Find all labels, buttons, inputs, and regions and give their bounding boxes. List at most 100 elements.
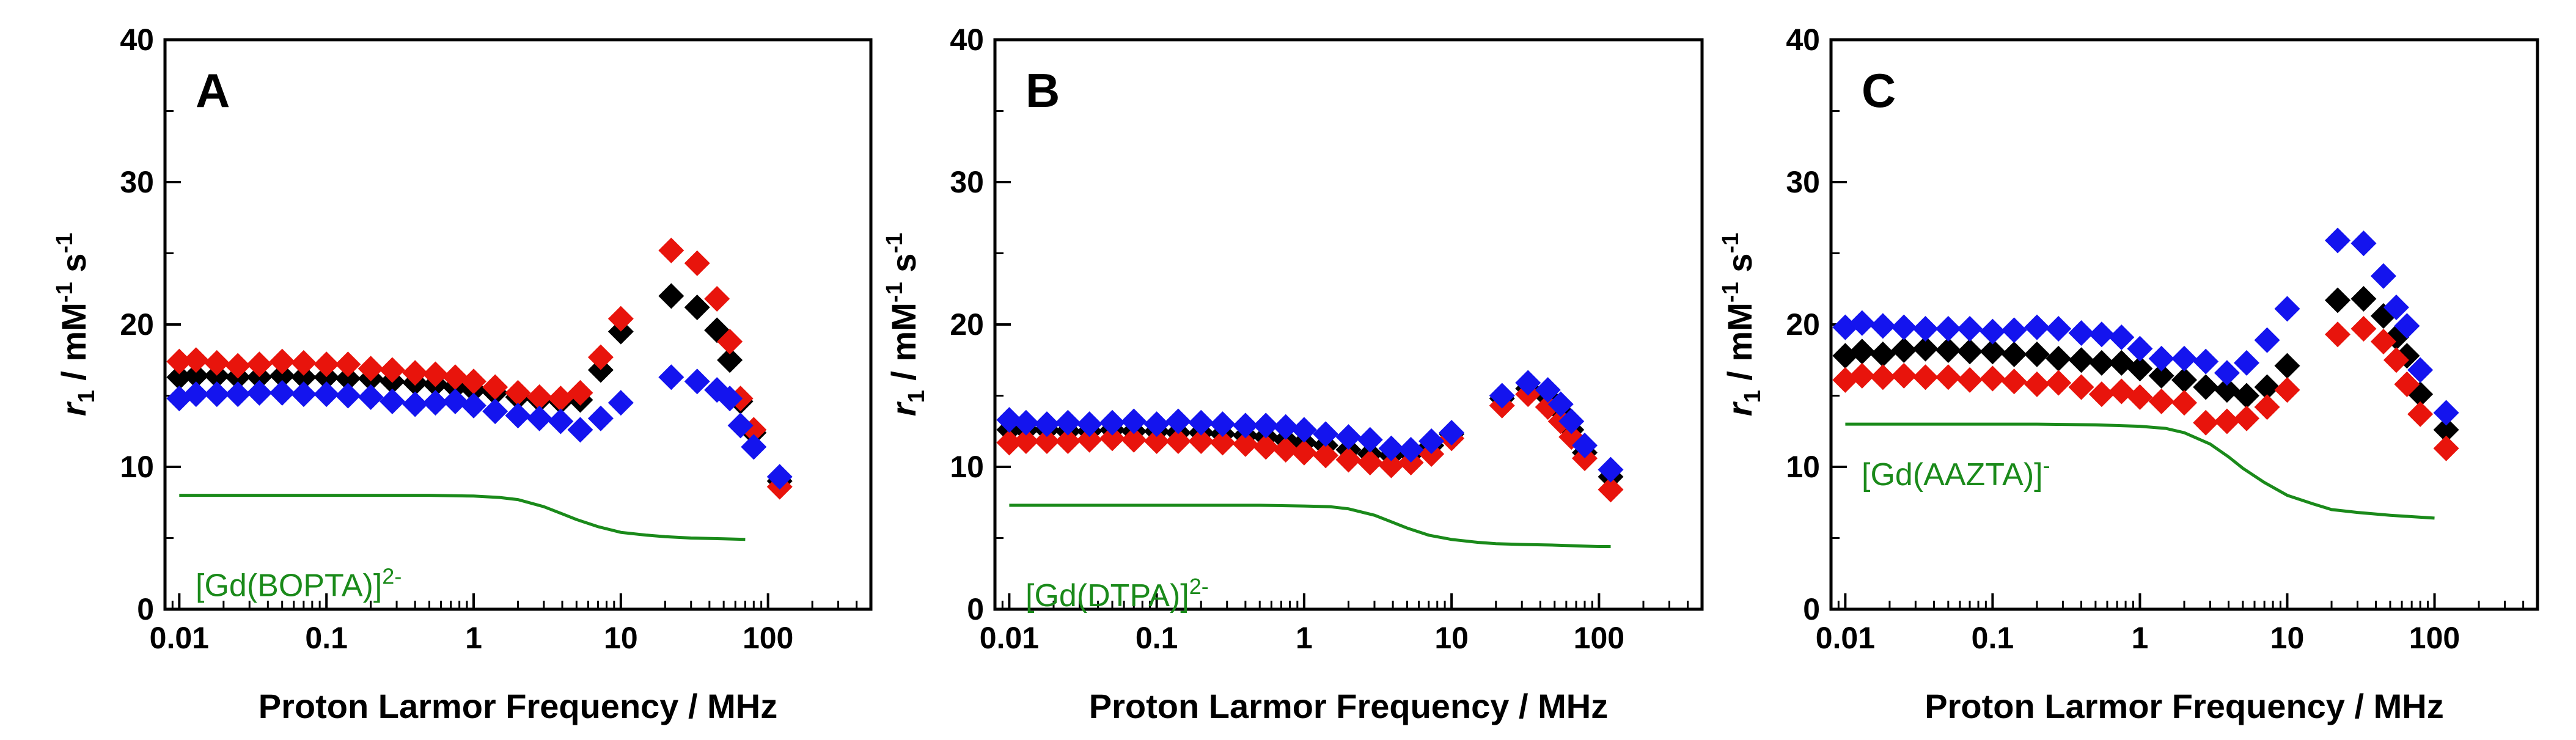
data-point bbox=[2024, 371, 2050, 397]
data-point bbox=[379, 357, 405, 383]
data-point bbox=[1598, 456, 1624, 483]
data-point bbox=[482, 398, 508, 425]
x-axis-label: Proton Larmor Frequency / MHz bbox=[1089, 687, 1608, 725]
data-point bbox=[2088, 350, 2115, 376]
data-point bbox=[1598, 477, 1624, 503]
data-point bbox=[1849, 362, 1875, 389]
data-point bbox=[1272, 437, 1299, 463]
data-point bbox=[1547, 391, 1574, 417]
data-point bbox=[1099, 425, 1126, 452]
data-point bbox=[422, 390, 449, 416]
data-point bbox=[2148, 362, 2174, 389]
data-point bbox=[2068, 320, 2094, 346]
series-1 bbox=[166, 237, 793, 500]
data-point bbox=[996, 430, 1022, 456]
x-tick-label: 1 bbox=[465, 621, 482, 655]
data-point bbox=[2046, 345, 2072, 372]
data-point bbox=[1253, 412, 1279, 439]
x-tick-label: 100 bbox=[1574, 621, 1624, 655]
plot-frame bbox=[993, 38, 1704, 611]
data-point bbox=[1870, 341, 1896, 367]
data-point bbox=[2088, 321, 2115, 348]
data-point bbox=[2148, 345, 2174, 372]
data-point bbox=[2127, 335, 2153, 362]
y-tick-label: 20 bbox=[950, 307, 984, 342]
data-point bbox=[2370, 303, 2396, 329]
y-tick-label: 0 bbox=[1803, 592, 1820, 626]
y-axis-label-part: -1 bbox=[52, 282, 78, 302]
data-point bbox=[1033, 411, 1060, 438]
data-point bbox=[269, 362, 295, 389]
data-point bbox=[204, 381, 230, 408]
data-point bbox=[1980, 365, 2006, 392]
data-point bbox=[1076, 411, 1103, 438]
data-point bbox=[2193, 374, 2219, 400]
data-point bbox=[2433, 400, 2459, 426]
data-point bbox=[2193, 409, 2219, 436]
data-point bbox=[1980, 339, 2006, 365]
data-point bbox=[2127, 356, 2153, 382]
data-point bbox=[422, 361, 449, 387]
data-point bbox=[2350, 286, 2377, 312]
data-point bbox=[225, 381, 251, 408]
y-axis-label-part: -1 bbox=[1718, 233, 1744, 254]
data-point bbox=[2394, 313, 2420, 339]
data-point bbox=[587, 405, 614, 431]
data-point bbox=[2350, 315, 2377, 342]
data-point bbox=[2046, 315, 2072, 342]
data-point bbox=[2325, 321, 2351, 348]
data-point bbox=[2383, 295, 2409, 321]
data-point bbox=[482, 374, 508, 400]
data-point bbox=[1209, 430, 1236, 456]
data-point bbox=[2148, 388, 2174, 414]
data-point bbox=[548, 386, 574, 412]
data-point bbox=[2254, 394, 2280, 420]
panel-c: 0 10 20 30 40 0.01 0.1 1 10 100 Proton Larmor Freq… bbox=[1718, 23, 2539, 725]
data-point bbox=[2234, 383, 2260, 409]
data-point bbox=[2394, 371, 2420, 397]
y-axis-label-part: r bbox=[1720, 401, 1759, 416]
y-tick-label: 20 bbox=[1786, 307, 1820, 342]
data-point bbox=[2433, 417, 2459, 443]
data-point bbox=[2433, 435, 2459, 461]
data-point bbox=[2001, 368, 2027, 395]
y-tick-label: 40 bbox=[950, 23, 984, 57]
x-tick-label: 100 bbox=[2409, 621, 2460, 655]
data-point bbox=[402, 391, 428, 417]
data-point bbox=[1013, 428, 1039, 455]
data-point bbox=[2383, 347, 2409, 373]
y-axis-label-part: 1 bbox=[74, 390, 100, 403]
data-point bbox=[2407, 357, 2434, 383]
data-point bbox=[1253, 434, 1279, 460]
data-point bbox=[1335, 447, 1362, 473]
panel-letter: A bbox=[196, 64, 230, 117]
panel-a: 0 10 20 30 40 0.01 0.1 1 10 100 Proton Larmor Freq… bbox=[52, 23, 873, 725]
data-point bbox=[204, 350, 230, 376]
data-point bbox=[290, 350, 317, 376]
data-point bbox=[2234, 405, 2260, 431]
data-point bbox=[246, 379, 273, 406]
y-axis-label-part: r bbox=[54, 401, 93, 416]
data-point bbox=[314, 381, 340, 408]
data-point bbox=[442, 364, 468, 390]
data-point bbox=[658, 237, 684, 263]
y-tick-label: 10 bbox=[1786, 450, 1820, 484]
y-tick-label: 30 bbox=[950, 165, 984, 199]
panel-letter: C bbox=[1862, 64, 1896, 117]
data-point bbox=[1935, 315, 1961, 342]
data-point bbox=[1272, 414, 1299, 440]
data-point bbox=[1378, 435, 1404, 461]
data-point bbox=[1099, 409, 1126, 436]
data-point bbox=[548, 408, 574, 434]
data-point bbox=[1957, 315, 1983, 342]
data-point bbox=[1188, 428, 1214, 455]
data-point bbox=[2254, 327, 2280, 353]
data-point bbox=[2024, 314, 2050, 340]
data-point bbox=[2325, 227, 2351, 254]
data-point bbox=[2127, 384, 2153, 410]
data-point bbox=[1357, 427, 1383, 453]
y-tick-label: 30 bbox=[1786, 165, 1820, 199]
data-point bbox=[246, 351, 273, 378]
reference-label-main: [Gd(BOPTA)] bbox=[196, 568, 382, 604]
